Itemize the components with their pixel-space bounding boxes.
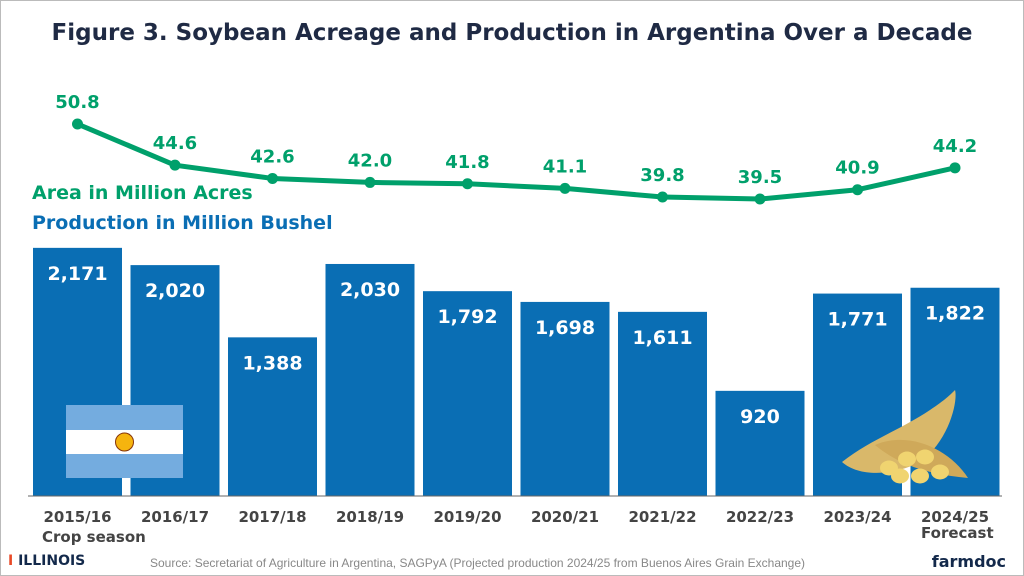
x-tick-label: 2023/24 <box>823 508 891 526</box>
farmdoc-logo: farmdoc <box>931 552 1006 571</box>
area-point <box>949 162 961 174</box>
bar-label: 920 <box>740 406 780 428</box>
area-label: 41.1 <box>543 156 587 177</box>
area-point <box>462 178 473 190</box>
x-tick-label: 2020/21 <box>531 508 599 526</box>
area-point <box>559 182 571 194</box>
bar-label: 2,171 <box>47 263 107 285</box>
bar-2020/21 <box>520 301 610 496</box>
legend-area: Area in Million Acres <box>32 182 253 204</box>
soybean <box>916 449 934 465</box>
x-axis-label: Crop season <box>42 528 146 546</box>
bar-label: 1,771 <box>827 309 887 331</box>
area-point <box>169 159 181 171</box>
area-label: 39.5 <box>738 167 782 188</box>
bar-label: 1,611 <box>632 327 692 349</box>
area-label: 44.2 <box>933 136 977 157</box>
legend-production: Production in Million Bushel <box>32 212 333 234</box>
bar-label: 2,030 <box>340 279 400 301</box>
argentina-flag-image <box>66 405 183 478</box>
area-label: 41.8 <box>445 152 489 173</box>
x-tick-label: 2017/18 <box>238 508 306 526</box>
x-tick-label: 2015/16 <box>43 508 111 526</box>
bar-2021/22 <box>618 311 707 496</box>
area-point <box>852 184 863 196</box>
x-tick-label: 2018/19 <box>336 508 404 526</box>
x-tick-label: 2021/22 <box>628 508 696 526</box>
bar-label: 1,822 <box>925 303 985 325</box>
soybean <box>931 464 949 480</box>
area-point <box>267 172 278 184</box>
bar-label: 2,020 <box>145 280 205 302</box>
x-tick-label: 2016/17 <box>141 508 209 526</box>
x-tick-label: 2022/23 <box>726 508 794 526</box>
area-point <box>364 176 376 188</box>
bar-2018/19 <box>325 263 415 496</box>
bar-2019/20 <box>423 291 512 496</box>
area-label: 42.6 <box>250 146 294 167</box>
bar-2017/18 <box>228 337 317 496</box>
soybean-image <box>842 390 968 484</box>
forecast-note: Forecast <box>921 524 994 542</box>
area-label: 39.8 <box>640 165 684 186</box>
area-point <box>657 191 668 203</box>
area-label: 44.6 <box>153 133 197 154</box>
x-tick-label: 2019/20 <box>433 508 501 526</box>
area-label: 40.9 <box>835 158 879 179</box>
soybean <box>898 451 916 467</box>
flag-stripe-top <box>66 405 183 430</box>
area-point <box>754 193 766 205</box>
bar-label: 1,388 <box>242 352 302 374</box>
illinois-logo: I ILLINOIS <box>8 553 86 569</box>
area-line <box>76 121 956 202</box>
bar-label: 1,792 <box>437 306 497 328</box>
bar-2022/23 <box>715 390 805 496</box>
source-note: Source: Secretariat of Agriculture in Ar… <box>150 556 806 570</box>
flag-stripe-bottom <box>66 454 183 478</box>
area-label: 42.0 <box>348 150 392 171</box>
x-tick-label: 2024/25 <box>921 508 989 526</box>
area-point <box>72 118 83 130</box>
area-label: 50.8 <box>55 92 99 113</box>
chart-title: Figure 3. Soybean Acreage and Production… <box>51 20 973 46</box>
flag-sun <box>115 432 134 452</box>
bar-label: 1,698 <box>535 317 595 339</box>
soybean <box>911 468 929 484</box>
soybean <box>891 468 909 484</box>
